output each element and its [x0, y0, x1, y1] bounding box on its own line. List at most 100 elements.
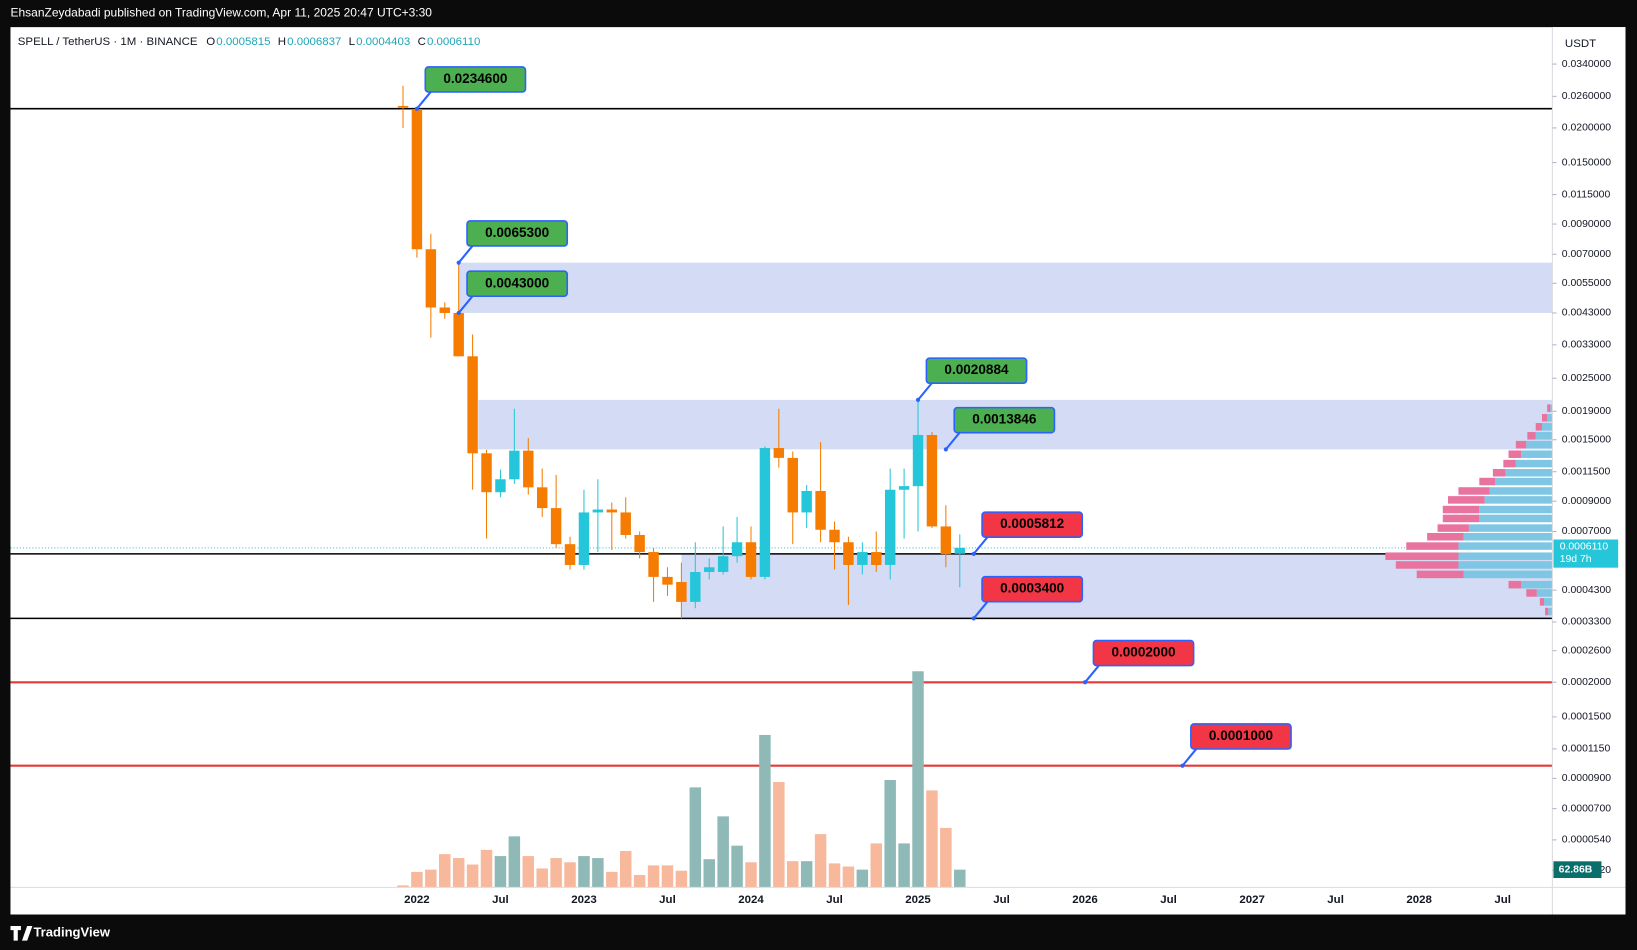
volume-bar [480, 849, 493, 888]
y-tick-label: 0.0055000 [1562, 278, 1611, 289]
y-tick-label: 0.0009000 [1562, 496, 1611, 507]
candle-body [857, 552, 868, 565]
volume-bar [898, 843, 910, 888]
volume-pane [397, 671, 966, 888]
ohlc-legend: O 0.0005815 H 0.0006837 L 0.0004403 C 0.0006110 [206, 36, 480, 48]
candle-body [481, 453, 492, 493]
volume-bar [856, 869, 869, 888]
profile-down [1385, 552, 1459, 560]
volume-bar [494, 856, 507, 888]
volume-bar [466, 864, 479, 888]
price-tag-label: 0.0006110 [1560, 542, 1609, 553]
annotation-anchor [915, 397, 921, 402]
y-tick-label: 0.0004300 [1562, 585, 1611, 596]
profile-up [1548, 607, 1553, 616]
candle-body [620, 512, 631, 535]
chart-panel [10, 27, 1626, 915]
annotation-box [953, 406, 1056, 434]
candle-body [829, 529, 840, 543]
volume-profile [1385, 404, 1553, 616]
volume-bar [773, 781, 785, 888]
profile-down [1427, 532, 1464, 541]
profile-down [1416, 570, 1464, 579]
x-tick-label: 2028 [1406, 894, 1432, 906]
profile-down [1442, 514, 1480, 523]
x-tick-label: Jul [993, 894, 1010, 906]
x-tick-label: 2024 [738, 894, 764, 906]
annotation-anchor [1082, 680, 1088, 685]
y-tick-label: 0.0200000 [1562, 123, 1611, 134]
x-tick-label: 2026 [1072, 894, 1098, 906]
volume-bar [619, 851, 632, 888]
footer-brand: TradingView [33, 925, 110, 940]
volume-bar [508, 836, 521, 888]
x-tick-label: Jul [659, 894, 676, 906]
profile-up [1458, 542, 1553, 550]
y-tick-label: 0.0002600 [1562, 645, 1611, 656]
volume-bar [439, 854, 451, 888]
candle-body [467, 356, 478, 454]
y-tick-label: 0.0001500 [1562, 712, 1611, 723]
profile-up [1521, 580, 1553, 589]
annotation-anchor [971, 616, 976, 621]
profile-down [1547, 404, 1551, 412]
profile-down [1545, 607, 1549, 616]
y-tick-label: 0.0340000 [1562, 59, 1611, 70]
annotation-pointer [1181, 747, 1198, 767]
ohlc-value: 0.0006110 [427, 36, 480, 48]
candle-body [717, 556, 729, 572]
volume-bar [689, 787, 702, 888]
candle-body [843, 542, 854, 565]
candle-body [871, 552, 882, 565]
candle-body [536, 487, 548, 509]
candle-body [884, 489, 896, 565]
ohlc-key: H [278, 36, 286, 48]
profile-down [1503, 459, 1516, 468]
profile-up [1463, 532, 1553, 541]
y-tick-label: 0.0000900 [1562, 773, 1611, 784]
annotation-label: 0.0065300 [485, 225, 549, 240]
candle-body [912, 435, 924, 487]
profile-down [1406, 542, 1459, 550]
candle-body [662, 576, 673, 585]
volume-bar [787, 861, 799, 888]
y-tick-label: 0.0011500 [1562, 466, 1611, 477]
candle-body [564, 544, 576, 565]
profile-up [1463, 570, 1553, 579]
volume-bar [800, 861, 813, 888]
x-tick-label: Jul [826, 894, 843, 906]
profile-up [1479, 514, 1553, 523]
profile-up [1535, 432, 1553, 440]
profile-down [1479, 477, 1495, 486]
candle-body [509, 450, 520, 480]
annotation-pointer [972, 535, 990, 555]
candle-body [940, 526, 952, 555]
annotation-pointer [416, 90, 433, 110]
profile-up [1536, 589, 1553, 597]
publish-header: EhsanZeydabadi published on TradingView.… [10, 6, 432, 20]
candle-body [898, 486, 910, 490]
volume-tag [1553, 861, 1602, 879]
volume-bar [814, 834, 827, 888]
volume-bar [647, 865, 660, 888]
candle-body [411, 109, 423, 250]
annotation-anchor [456, 310, 461, 316]
annotation-pointer [457, 244, 475, 264]
annotation-box [466, 270, 569, 298]
y-tick-label: 0.0090000 [1562, 219, 1611, 230]
y-tick-label: 0.0260000 [1562, 91, 1611, 102]
y-tick-label: 0.0002000 [1562, 677, 1611, 688]
profile-up [1479, 505, 1553, 514]
volume-bar [633, 874, 646, 888]
y-tick-label: 0.0150000 [1562, 157, 1611, 168]
x-tick-label: Jul [492, 894, 509, 906]
x-tick-label: 2023 [571, 894, 597, 906]
y-tick-label: 0.0001150 [1562, 744, 1611, 755]
volume-tag-label: 62.86B [1559, 864, 1593, 875]
profile-up [1489, 487, 1553, 495]
annotation-anchor [1180, 763, 1185, 768]
profile-up [1468, 524, 1553, 532]
y-tick-label: 0.0115000 [1562, 189, 1611, 200]
profile-down [1395, 561, 1459, 569]
y-tick-label: 0.0043000 [1562, 308, 1611, 319]
